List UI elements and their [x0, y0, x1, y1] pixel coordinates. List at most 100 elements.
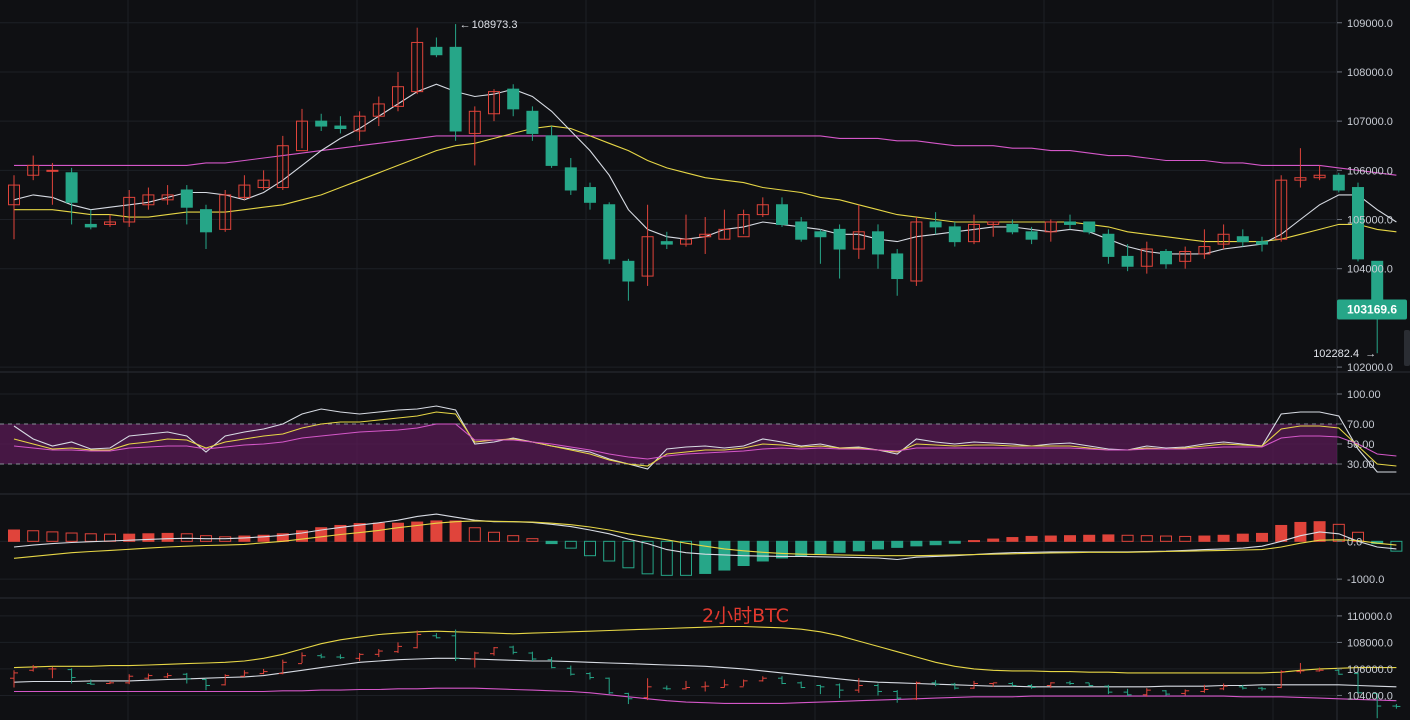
macd-tick-label-0: 0.0	[1347, 536, 1362, 548]
macd-bar-44	[852, 540, 865, 552]
macd-bar-72	[1390, 540, 1403, 552]
candle-body-58	[1121, 255, 1134, 267]
candle-body-37	[718, 228, 731, 240]
macd-bar-49	[948, 540, 961, 544]
mini-tick-label-2: 106000.0	[1347, 664, 1393, 676]
high-arrow-icon: ←	[460, 19, 471, 31]
candle-body-47	[910, 221, 923, 282]
macd-bar-53	[1025, 535, 1038, 542]
macd-bar-33	[641, 540, 654, 575]
rsi-line-2	[13, 423, 1397, 460]
macd-bar-42	[814, 540, 827, 555]
macd-bar-27	[526, 538, 539, 542]
macd-bar-2	[46, 531, 59, 542]
candle-body-67	[1294, 177, 1307, 181]
macd-bar-57	[1102, 534, 1115, 542]
candle-body-13	[257, 179, 270, 189]
macd-panel[interactable]	[8, 513, 1403, 576]
candle-body-44	[852, 231, 865, 250]
macd-bar-39	[756, 540, 769, 562]
macd-bar-41	[795, 540, 808, 557]
candle-body-14	[276, 145, 289, 189]
macd-bar-58	[1121, 534, 1134, 542]
macd-bar-37	[718, 540, 731, 571]
candle-body-25	[488, 91, 500, 115]
candle-body-43	[833, 228, 846, 250]
candle-body-39	[756, 204, 769, 216]
macd-bar-45	[872, 540, 884, 550]
candle-body-26	[507, 88, 520, 110]
macd-bar-61	[1179, 535, 1192, 542]
candle-body-32	[622, 260, 635, 282]
candle-body-20	[392, 86, 404, 107]
macd-bar-25	[488, 531, 500, 542]
candle-body-40	[776, 204, 788, 225]
macd-bar-43	[833, 540, 846, 553]
macd-bar-4	[84, 533, 97, 542]
candle-body-0	[8, 184, 20, 206]
macd-bar-12	[238, 535, 251, 542]
candle-body-17	[334, 125, 347, 130]
candle-body-35	[680, 238, 692, 245]
candle-body-12	[238, 184, 251, 198]
candle-body-54	[1044, 221, 1057, 233]
macd-bar-38	[737, 540, 750, 567]
candle-body-22	[430, 46, 443, 56]
macd-bar-22	[430, 520, 443, 542]
candle-body-64	[1236, 236, 1249, 243]
candle-body-61	[1179, 250, 1192, 262]
price-tick-label-1: 108000.0	[1347, 67, 1393, 79]
macd-bar-23	[449, 520, 462, 542]
candle-body-60	[1160, 250, 1172, 265]
candle-body-24	[468, 110, 481, 134]
mini-price-panel[interactable]	[10, 625, 1401, 719]
candle-body-31	[603, 204, 616, 260]
rsi-panel[interactable]	[0, 405, 1397, 473]
macd-bar-60	[1160, 535, 1172, 542]
mini-lower-line	[14, 687, 1397, 704]
candle-body-4	[84, 223, 97, 228]
macd-bar-59	[1140, 535, 1153, 542]
panel-resize-handle[interactable]	[1404, 330, 1410, 366]
macd-bar-52	[1006, 537, 1019, 542]
macd-bar-69	[1332, 523, 1345, 542]
rsi-tick-label-3: 30.00	[1347, 459, 1375, 471]
macd-bar-28	[545, 540, 558, 545]
macd-tick-label-1: -1000.0	[1347, 574, 1384, 586]
macd-bar-67	[1294, 521, 1307, 542]
price-axis[interactable]: 109000.0 108000.0 107000.0 106000.0 105000.0…	[1337, 18, 1393, 703]
macd-bar-40	[776, 540, 788, 559]
candle-body-56	[1083, 221, 1096, 233]
candle-body-52	[1006, 223, 1019, 233]
price-panel[interactable]	[8, 24, 1403, 354]
macd-bar-35	[680, 540, 692, 576]
last-price-tag: 103169.6	[1337, 299, 1407, 320]
candle-body-2	[46, 169, 59, 172]
macd-bar-21	[411, 521, 424, 542]
candle-body-36	[699, 233, 712, 238]
price-tick-label-0: 109000.0	[1347, 18, 1393, 30]
rsi-tick-label-0: 100.00	[1347, 389, 1381, 401]
candle-body-69	[1332, 174, 1345, 191]
macd-bar-31	[603, 540, 616, 562]
macd-bar-51	[987, 538, 1000, 542]
candle-body-16	[315, 120, 328, 127]
macd-bar-54	[1044, 535, 1057, 542]
candle-body-51	[987, 221, 1000, 225]
candle-body-10	[200, 209, 212, 233]
macd-bar-20	[392, 522, 404, 542]
rsi-line-0	[13, 405, 1397, 473]
candle-body-48	[929, 221, 942, 228]
candle-body-30	[584, 187, 596, 203]
macd-bar-15	[296, 530, 308, 542]
candle-body-1	[27, 164, 40, 176]
mini-tick-label-3: 104000.0	[1347, 690, 1393, 702]
candle-body-21	[411, 41, 424, 93]
mini-tick-label-1: 108000.0	[1347, 637, 1393, 649]
macd-bar-32	[622, 540, 635, 569]
candle-body-41	[795, 221, 808, 240]
macd-bar-0	[8, 529, 20, 542]
mini-middle-line	[13, 657, 1397, 688]
rsi-band	[0, 424, 1337, 464]
